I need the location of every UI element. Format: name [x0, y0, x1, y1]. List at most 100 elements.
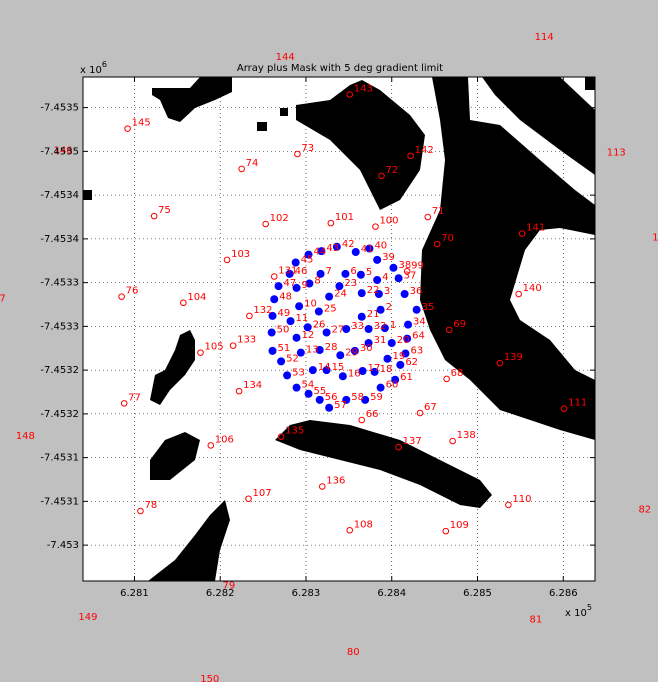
- candidate-point: [137, 507, 144, 515]
- point-label: 15: [332, 362, 345, 373]
- candidate-point: [358, 416, 366, 424]
- point-label: 43: [326, 243, 339, 254]
- array-point: [274, 282, 283, 291]
- point-label: 68: [451, 368, 464, 379]
- array-point: [364, 325, 373, 333]
- point-label: 6: [350, 266, 356, 277]
- candidate-point: [433, 240, 441, 248]
- point-label: 36: [410, 286, 423, 297]
- array-point: [291, 258, 300, 267]
- y-tick-label: -7.4531: [40, 453, 79, 464]
- array-point: [364, 339, 373, 347]
- point-label: 33: [351, 321, 364, 332]
- candidate-point: [294, 150, 301, 158]
- point-label: 2: [386, 302, 392, 313]
- point-label: 28: [325, 342, 338, 353]
- array-point: [286, 317, 295, 326]
- point-label: 56: [325, 392, 338, 403]
- x-tick-label: 6.282: [206, 588, 235, 599]
- x-multiplier-base: x 10: [565, 608, 587, 619]
- array-point: [358, 367, 367, 375]
- point-label: 66: [366, 409, 379, 420]
- point-label: 110: [512, 494, 531, 505]
- point-label: 138: [457, 430, 476, 441]
- point-label: 67: [424, 402, 437, 413]
- point-label: 142: [415, 145, 434, 156]
- point-label: 41: [361, 244, 374, 255]
- array-point: [292, 283, 301, 292]
- point-label: 81: [530, 615, 543, 626]
- x-tick-label: 6.284: [377, 588, 406, 599]
- point-label: 99: [411, 260, 424, 271]
- point-label: 144: [276, 52, 295, 63]
- point-label: 39: [382, 252, 395, 263]
- array-point: [361, 395, 370, 404]
- candidate-point: [416, 409, 424, 417]
- point-label: 60: [386, 380, 399, 391]
- point-label: 44: [314, 247, 327, 258]
- candidate-point: [445, 326, 453, 334]
- mask-region: [482, 77, 595, 175]
- point-label: 61: [400, 372, 413, 383]
- array-point: [285, 269, 294, 278]
- array-point: [376, 305, 385, 314]
- candidate-point: [245, 495, 252, 503]
- point-label: 76: [126, 286, 139, 297]
- candidate-point: [424, 213, 432, 221]
- point-label: 137: [403, 436, 422, 447]
- point-label: 70: [441, 233, 454, 244]
- candidate-point: [378, 172, 385, 180]
- point-label: 1: [390, 320, 396, 331]
- point-label: 55: [314, 386, 327, 397]
- point-label: 32: [374, 321, 387, 332]
- markers: [118, 91, 568, 535]
- point-label: 113: [607, 147, 626, 158]
- array-point: [357, 312, 366, 321]
- point-label: 19: [392, 351, 405, 362]
- mask-region: [150, 432, 200, 480]
- candidate-point: [262, 220, 269, 228]
- array-point: [365, 244, 374, 253]
- candidate-point: [403, 267, 411, 275]
- mask: [83, 77, 595, 581]
- point-label: 149: [78, 612, 97, 623]
- point-label: 26: [313, 319, 326, 330]
- candidate-point: [277, 433, 285, 440]
- x-tick-label: 6.285: [463, 588, 492, 599]
- point-label: 17: [368, 363, 381, 374]
- array-point: [351, 248, 360, 256]
- candidate-point: [407, 152, 414, 160]
- array-point: [400, 290, 409, 298]
- candidate-point: [124, 125, 131, 132]
- candidate-point: [496, 359, 504, 367]
- mask-region: [150, 330, 195, 405]
- point-label: 53: [292, 367, 305, 378]
- array-point: [350, 346, 359, 355]
- point-label: 23: [344, 278, 357, 289]
- point-label: 37: [404, 270, 417, 281]
- point-label: 133: [237, 335, 256, 346]
- point-label: 14: [318, 362, 331, 373]
- candidate-point: [318, 483, 326, 490]
- array-point: [325, 292, 334, 301]
- y-tick-label: -7.4535: [40, 146, 79, 157]
- point-label: 30: [360, 343, 373, 354]
- candidate-point: [372, 223, 379, 230]
- point-label: 31: [374, 335, 387, 346]
- candidate-point: [223, 256, 231, 264]
- candidate-point: [346, 91, 354, 98]
- point-label: 21: [367, 309, 380, 320]
- point-label: 75: [158, 205, 171, 216]
- array-point: [342, 395, 351, 404]
- array-point: [380, 324, 389, 333]
- x-multiplier: x 105: [565, 603, 592, 620]
- candidate-point: [518, 230, 526, 237]
- array-point: [268, 346, 277, 355]
- point-label: 78: [144, 500, 157, 511]
- y-tick-label: -7.4535: [40, 103, 79, 114]
- point-label: 20: [397, 335, 410, 346]
- point-label: 52: [286, 353, 299, 364]
- point-label: 104: [187, 292, 206, 303]
- array-point: [315, 395, 324, 404]
